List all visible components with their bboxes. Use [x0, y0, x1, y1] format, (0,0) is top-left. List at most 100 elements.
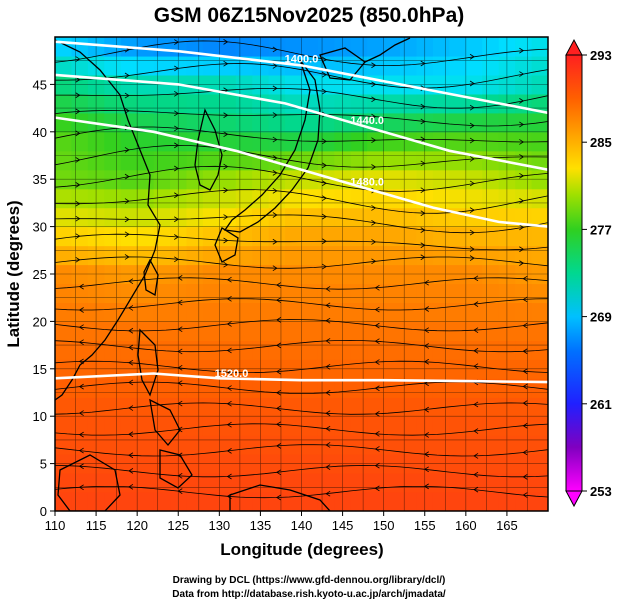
streamline-arrow — [226, 448, 232, 454]
streamline-arrow — [128, 483, 134, 490]
streamline-arrow — [374, 411, 380, 417]
x-tick-label: 150 — [373, 518, 395, 533]
field-cell — [153, 397, 171, 417]
streamline-arrow — [321, 263, 327, 270]
field-cell — [482, 245, 500, 266]
field-cell — [252, 131, 270, 152]
field-cell — [367, 340, 385, 360]
field-cell — [235, 435, 253, 455]
streamline-arrow — [374, 322, 380, 329]
colorbar-tick-label: 285 — [590, 135, 612, 150]
streamline-arrow — [223, 237, 229, 244]
field-cell — [252, 245, 270, 266]
streamline-arrow — [78, 410, 84, 416]
streamline-arrow — [226, 276, 232, 283]
field-cell — [449, 359, 467, 379]
streamline-arrow — [276, 282, 282, 288]
field-cell — [400, 397, 418, 417]
field-cell — [515, 397, 533, 417]
field-cell — [400, 302, 418, 322]
field-cell — [350, 492, 368, 511]
streamline-arrow — [325, 317, 331, 324]
field-cell — [235, 397, 253, 417]
field-cell — [482, 55, 500, 76]
streamline-arrow — [75, 233, 81, 240]
field-cell — [350, 473, 368, 493]
field-cell — [104, 207, 122, 228]
field-cell — [55, 55, 73, 76]
streamline-arrow — [469, 207, 475, 213]
field-cell — [449, 131, 467, 152]
field-cell — [465, 397, 483, 417]
field-cell — [153, 93, 171, 114]
credit-data: Data from http://database.rish.kyoto-u.a… — [172, 589, 446, 600]
field-cell — [317, 321, 335, 341]
field-cell — [400, 492, 418, 511]
streamline-arrow — [272, 136, 278, 143]
field-cell — [498, 302, 516, 322]
streamline-arrow — [272, 46, 278, 53]
streamline-arrow — [78, 283, 84, 290]
streamline-arrow — [124, 72, 130, 79]
streamline-arrow — [128, 431, 134, 438]
field-cell — [531, 435, 548, 455]
streamline-arrow — [226, 295, 232, 302]
field-cell — [449, 283, 467, 304]
grid — [55, 37, 548, 511]
streamline-arrow — [276, 405, 282, 412]
field-cell — [482, 188, 500, 209]
field-cell — [301, 397, 319, 417]
streamline-arrow — [226, 321, 232, 327]
field-cell — [55, 435, 73, 455]
field-cell — [515, 359, 533, 379]
field-cell — [55, 473, 73, 493]
field-cell — [285, 207, 303, 228]
field-cell — [449, 37, 467, 57]
field-cell — [137, 416, 155, 436]
field-cell — [170, 207, 188, 228]
streamline-arrow — [321, 138, 327, 145]
field-cell — [531, 473, 548, 493]
field-cell — [202, 37, 220, 57]
field-cell — [186, 492, 204, 511]
field-cell — [170, 245, 188, 266]
field-cell — [202, 188, 220, 209]
field-cell — [301, 416, 319, 436]
field-cell — [71, 207, 89, 228]
field-cell — [383, 321, 401, 341]
field-cell — [252, 283, 270, 304]
streamline-arrow — [226, 385, 232, 391]
streamline-arrow — [522, 275, 528, 282]
field-cell — [400, 473, 418, 493]
field-cell — [252, 302, 270, 322]
field-cell — [219, 37, 237, 57]
streamline-arrow — [522, 474, 528, 480]
streamline-arrow — [321, 162, 327, 169]
streamline-arrow — [473, 428, 479, 434]
streamline-arrow — [469, 246, 475, 252]
field-cell — [432, 359, 450, 379]
field-cell — [350, 37, 368, 57]
field-cell — [531, 359, 548, 379]
field-cell — [515, 492, 533, 511]
field-cell — [252, 321, 270, 341]
y-axis-label: Latitude (degrees) — [4, 200, 23, 347]
field-cell — [482, 435, 500, 455]
streamline-arrow — [128, 305, 134, 311]
streamline-arrow — [128, 278, 134, 285]
field-cell — [55, 188, 73, 209]
field-cell — [383, 492, 401, 511]
streamline-arrow — [226, 493, 232, 500]
field-cell — [202, 93, 220, 114]
field-cell — [55, 131, 73, 152]
streamline-arrow — [522, 322, 528, 329]
field-cell — [120, 131, 138, 152]
streamline-arrow — [124, 92, 130, 99]
y-tick-label: 5 — [40, 457, 47, 472]
field-cell — [219, 283, 237, 304]
colorbar-tick-label: 261 — [590, 397, 612, 412]
colorbar-tick-label: 253 — [590, 484, 612, 499]
streamline-arrow — [78, 339, 84, 346]
streamline-arrow — [75, 157, 81, 163]
field-cell — [252, 492, 270, 511]
